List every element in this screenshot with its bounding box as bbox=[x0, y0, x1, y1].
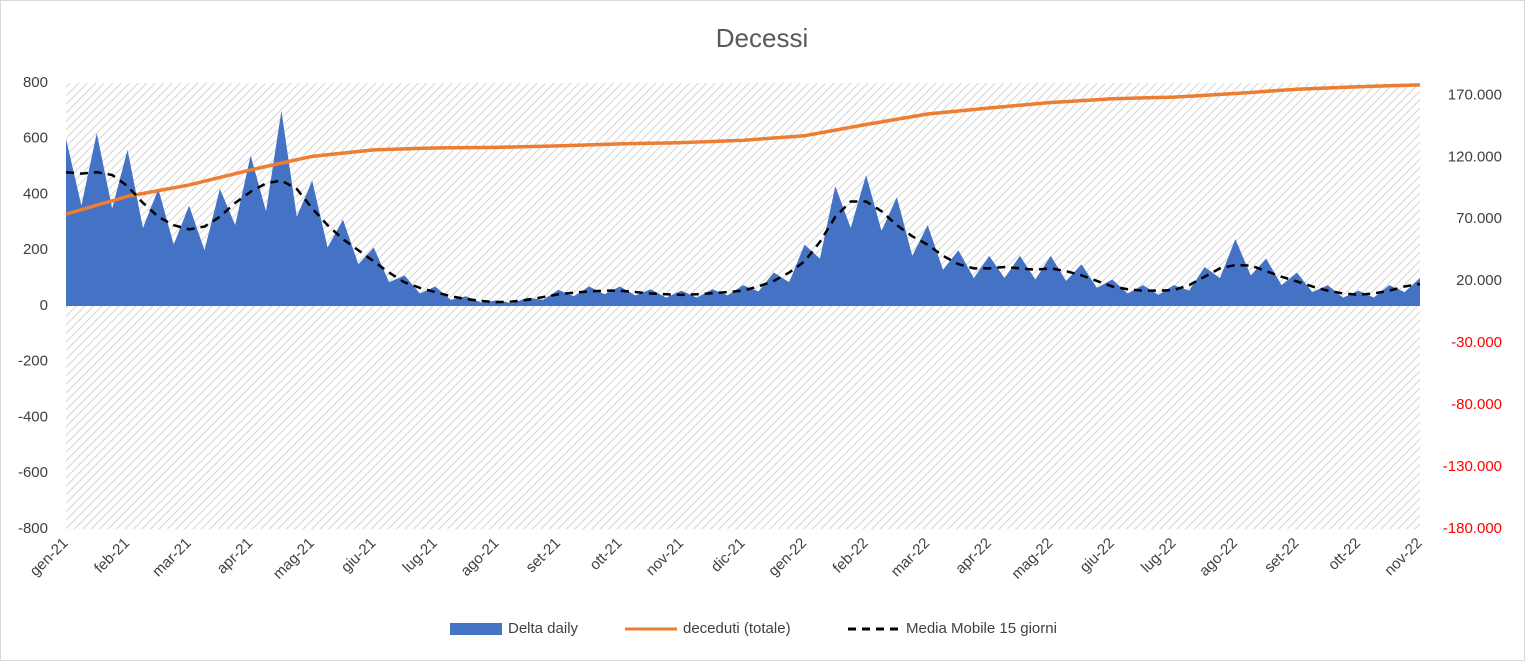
y-tick-label: 400 bbox=[23, 185, 48, 202]
y-tick-label: 0 bbox=[40, 297, 48, 314]
legend-label: Media Mobile 15 giorni bbox=[906, 620, 1057, 637]
y-tick-label: -600 bbox=[18, 464, 48, 481]
y-tick-label: 600 bbox=[23, 130, 48, 147]
y-tick-label: 200 bbox=[23, 241, 48, 258]
y2-tick-label: 20.000 bbox=[1456, 272, 1502, 289]
line bbox=[65, 83, 1421, 216]
y-tick-label: -400 bbox=[18, 408, 48, 425]
line bbox=[65, 170, 1421, 304]
y-tick-label: -800 bbox=[18, 520, 48, 537]
legend-swatch bbox=[450, 623, 502, 635]
y2-tick-label: -180.000 bbox=[1443, 520, 1502, 537]
chart-title: Decessi bbox=[716, 23, 808, 53]
y2-tick-label: -130.000 bbox=[1443, 458, 1502, 475]
y-tick-label: 800 bbox=[23, 74, 48, 91]
area bbox=[66, 110, 1420, 306]
legend-label: deceduti (totale) bbox=[683, 620, 791, 637]
y2-tick-label: 70.000 bbox=[1456, 210, 1502, 227]
y-tick-label: -200 bbox=[18, 353, 48, 370]
legend-label: Delta daily bbox=[508, 620, 579, 637]
y2-tick-label: 170.000 bbox=[1448, 86, 1502, 103]
y2-tick-label: -30.000 bbox=[1451, 334, 1502, 351]
y2-tick-label: -80.000 bbox=[1451, 396, 1502, 413]
y2-tick-label: 120.000 bbox=[1448, 148, 1502, 165]
